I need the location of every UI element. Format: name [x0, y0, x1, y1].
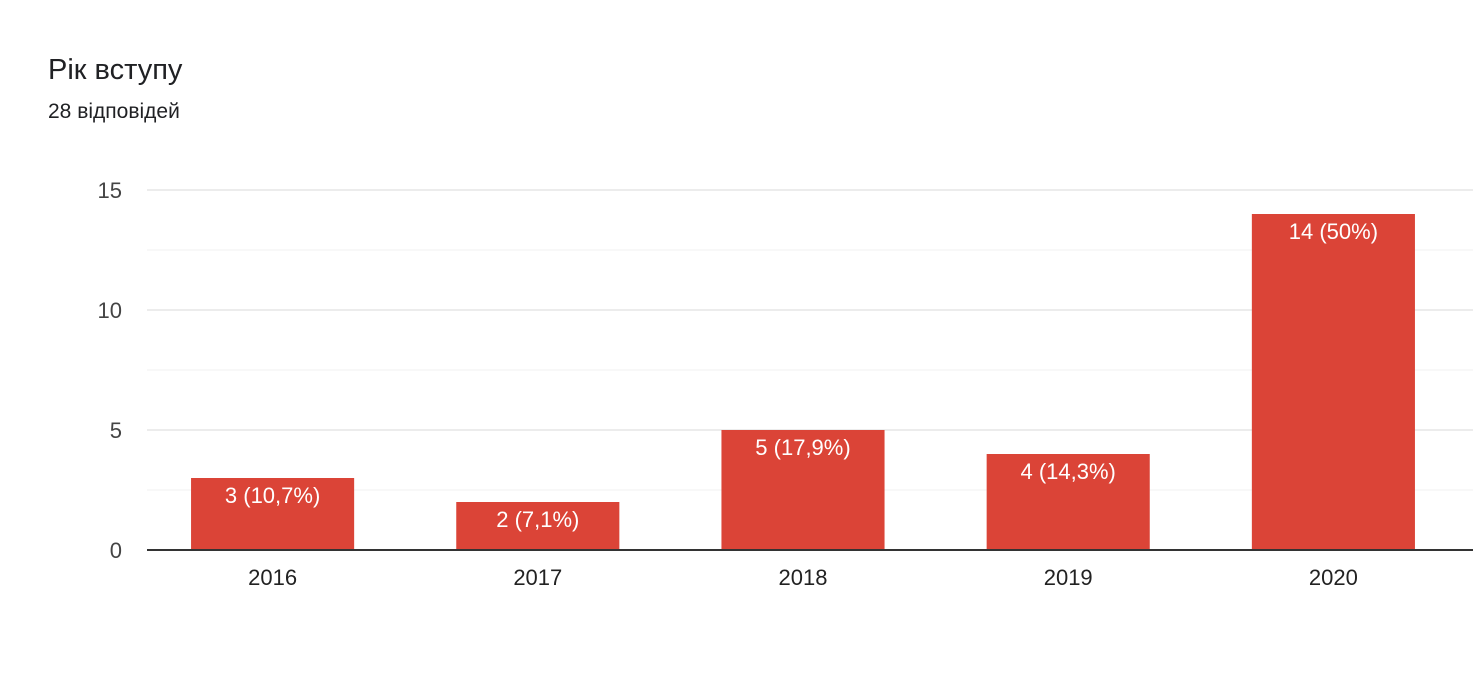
- bar: [1251, 214, 1415, 550]
- bar: [456, 502, 620, 550]
- x-tick-label: 2019: [1044, 565, 1093, 590]
- bar-data-label: 2 (7,1%): [496, 507, 579, 532]
- y-tick-label: 0: [110, 538, 122, 563]
- response-count: 28 відповідей: [48, 100, 180, 123]
- x-tick-label: 2018: [779, 565, 828, 590]
- bar: [986, 454, 1150, 550]
- bar-data-label: 5 (17,9%): [755, 435, 850, 460]
- y-tick-label: 5: [110, 418, 122, 443]
- bar: [721, 430, 885, 550]
- bar-data-label: 14 (50%): [1289, 219, 1378, 244]
- y-tick-label: 15: [98, 178, 122, 203]
- x-tick-label: 2020: [1309, 565, 1358, 590]
- question-header: Рік вступу 28 відповідей: [48, 50, 182, 126]
- bar-data-label: 4 (14,3%): [1021, 459, 1116, 484]
- x-tick-label: 2017: [513, 565, 562, 590]
- bar: [191, 478, 355, 550]
- y-tick-label: 10: [98, 298, 122, 323]
- question-title: Рік вступу: [48, 54, 183, 86]
- bar-data-label: 3 (10,7%): [225, 483, 320, 508]
- x-tick-label: 2016: [248, 565, 297, 590]
